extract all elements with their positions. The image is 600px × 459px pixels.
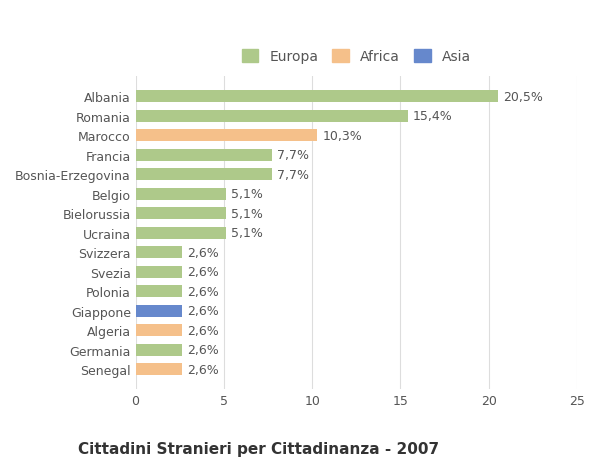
Bar [136, 208, 226, 219]
Bar [136, 189, 226, 200]
Text: 15,4%: 15,4% [413, 110, 452, 123]
Text: 2,6%: 2,6% [187, 343, 218, 357]
Text: 2,6%: 2,6% [187, 266, 218, 279]
Bar [136, 344, 182, 356]
Text: 5,1%: 5,1% [231, 188, 263, 201]
Text: 5,1%: 5,1% [231, 227, 263, 240]
Text: Cittadini Stranieri per Cittadinanza - 2007: Cittadini Stranieri per Cittadinanza - 2… [78, 441, 439, 456]
Text: 20,5%: 20,5% [503, 90, 543, 103]
Bar [136, 266, 182, 278]
Text: 2,6%: 2,6% [187, 246, 218, 259]
Text: 2,6%: 2,6% [187, 363, 218, 376]
Bar [136, 91, 497, 103]
Text: 2,6%: 2,6% [187, 305, 218, 318]
Text: 7,7%: 7,7% [277, 168, 309, 181]
Bar [136, 305, 182, 317]
Text: 5,1%: 5,1% [231, 207, 263, 220]
Bar [136, 130, 317, 142]
Bar [136, 364, 182, 375]
Bar [136, 227, 226, 239]
Bar [136, 247, 182, 258]
Text: 2,6%: 2,6% [187, 324, 218, 337]
Text: 2,6%: 2,6% [187, 285, 218, 298]
Bar [136, 325, 182, 336]
Bar [136, 169, 272, 181]
Text: 10,3%: 10,3% [323, 129, 362, 142]
Bar [136, 111, 407, 122]
Bar [136, 150, 272, 161]
Bar [136, 286, 182, 297]
Legend: Europa, Africa, Asia: Europa, Africa, Asia [235, 43, 478, 71]
Text: 7,7%: 7,7% [277, 149, 309, 162]
